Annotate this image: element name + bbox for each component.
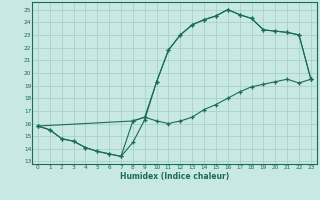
X-axis label: Humidex (Indice chaleur): Humidex (Indice chaleur) xyxy=(120,172,229,181)
